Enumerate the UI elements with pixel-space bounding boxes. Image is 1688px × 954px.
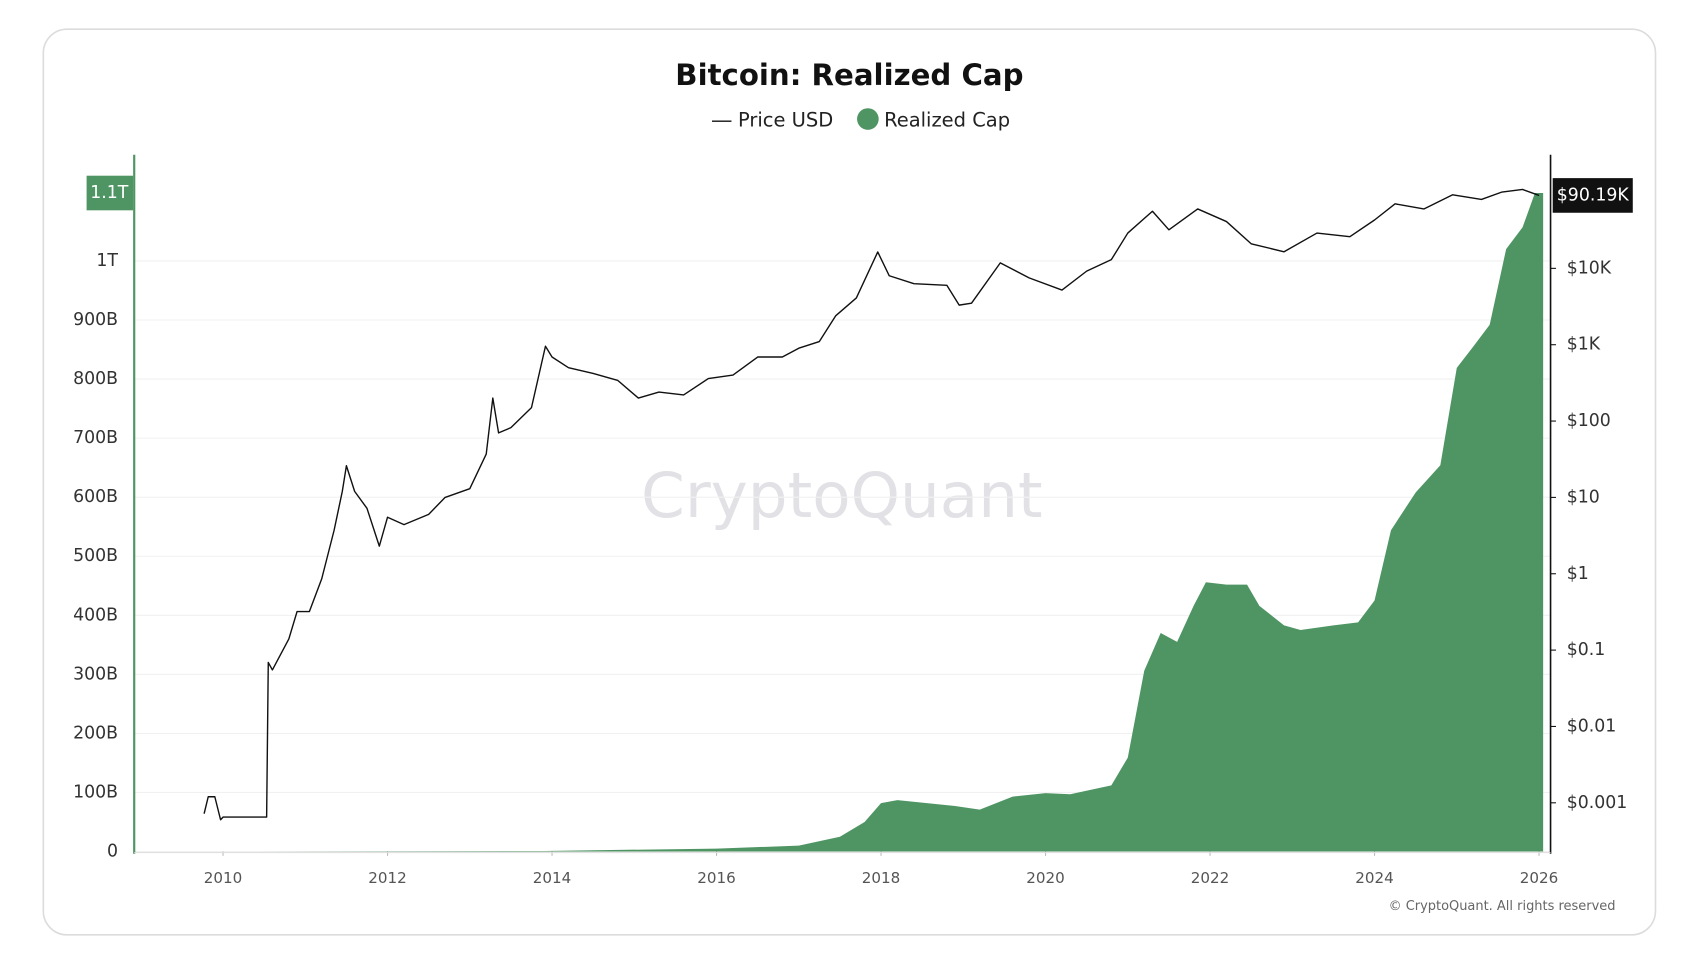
y2-tick-label: $0.001 — [1567, 793, 1628, 813]
y-tick-label: 500B — [73, 546, 118, 566]
y2-tick-label: $10 — [1567, 487, 1600, 507]
y-tick-label: 700B — [73, 428, 118, 448]
y-tick-label: 300B — [73, 664, 118, 684]
x-tick-label: 2014 — [533, 869, 572, 887]
y2-tick-label: $0.01 — [1567, 716, 1617, 736]
legend-label: Price USD — [738, 109, 833, 132]
y-tick-label: 1T — [96, 251, 118, 271]
x-tick-label: 2020 — [1026, 869, 1065, 887]
current-cap-label: 1.1T — [90, 183, 129, 203]
y2-tick-label: $100 — [1567, 411, 1611, 431]
current-price-label: $90.19K — [1557, 185, 1630, 205]
y-tick-label: 600B — [73, 487, 118, 507]
legend-label: Realized Cap — [884, 109, 1010, 132]
chart-title: Bitcoin: Realized Cap — [675, 58, 1023, 92]
x-tick-label: 2022 — [1191, 869, 1230, 887]
y-tick-label: 900B — [73, 310, 118, 330]
y2-tick-label: $10K — [1567, 258, 1612, 278]
y-tick-label: 200B — [73, 723, 118, 743]
y-tick-label: 100B — [73, 782, 118, 802]
realized-cap-area — [206, 193, 1544, 852]
x-tick-label: 2010 — [204, 869, 243, 887]
y2-tick-label: $1K — [1567, 335, 1601, 355]
legend-swatch — [857, 108, 879, 130]
x-tick-label: 2016 — [697, 869, 736, 887]
footer: © CryptoQuant. All rights reserved — [1389, 899, 1616, 914]
x-tick-label: 2012 — [368, 869, 407, 887]
x-tick-label: 2026 — [1520, 869, 1559, 887]
y2-tick-label: $1 — [1567, 564, 1589, 584]
y-tick-label: 400B — [73, 605, 118, 625]
watermark: CryptoQuant — [641, 459, 1043, 532]
price-line — [203, 188, 1540, 821]
x-tick-label: 2024 — [1355, 869, 1394, 887]
current-cap-badge — [86, 175, 134, 211]
x-tick-label: 2018 — [862, 869, 901, 887]
y2-tick-label: $0.1 — [1567, 640, 1606, 660]
y-tick-label: 800B — [73, 369, 118, 389]
y-tick-label: 0 — [107, 842, 118, 862]
current-price-badge — [1552, 178, 1633, 213]
